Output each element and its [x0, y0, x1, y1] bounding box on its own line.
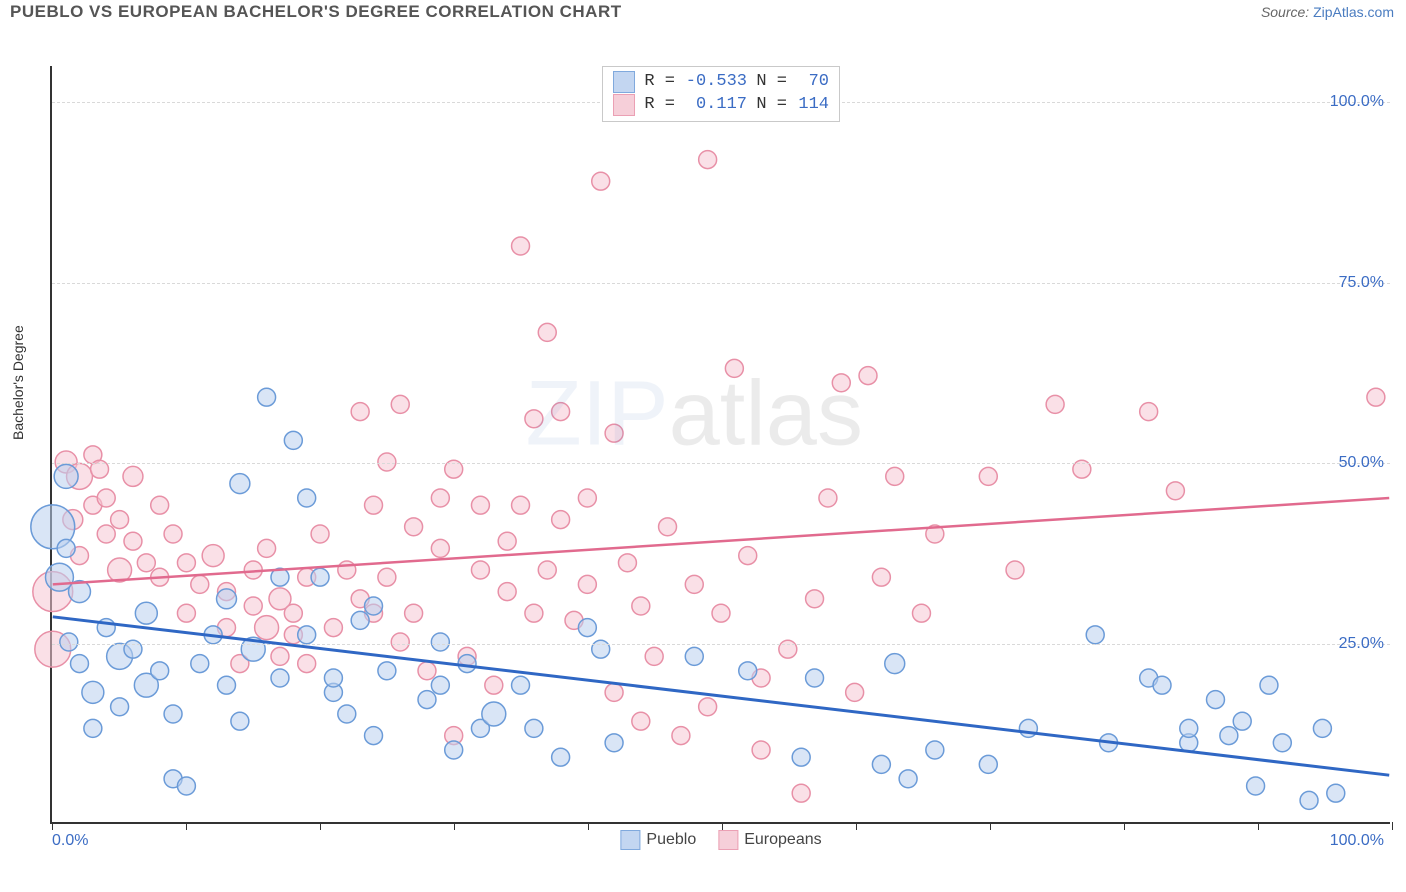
x-tick: [1392, 822, 1393, 830]
stat-n-label-0: N =: [753, 71, 787, 94]
stat-n-value-0: 70: [793, 71, 829, 94]
legend-swatch-europeans: [718, 830, 738, 850]
source-attribution: Source: ZipAtlas.com: [1261, 4, 1394, 20]
stat-r-label-1: R =: [641, 94, 675, 117]
stat-r-value-0: -0.533: [681, 71, 747, 94]
legend-swatch-pueblo: [620, 830, 640, 850]
stats-box: R = -0.533 N = 70 R = 0.117 N = 114: [602, 66, 840, 122]
x-tick-label: 0.0%: [52, 832, 88, 850]
x-tick: [990, 822, 991, 830]
stats-row-europeans: R = 0.117 N = 114: [613, 94, 829, 117]
x-tick: [588, 822, 589, 830]
trendline-layer: [52, 66, 1390, 822]
x-tick-label: 100.0%: [1330, 832, 1384, 850]
swatch-pueblo: [613, 71, 635, 93]
stat-r-label-0: R =: [641, 71, 675, 94]
chart-container: PUEBLO VS EUROPEAN BACHELOR'S DEGREE COR…: [0, 0, 1406, 892]
x-tick: [722, 822, 723, 830]
stats-row-pueblo: R = -0.533 N = 70: [613, 71, 829, 94]
stat-r-value-1: 0.117: [681, 94, 747, 117]
chart-title: PUEBLO VS EUROPEAN BACHELOR'S DEGREE COR…: [10, 2, 622, 22]
x-tick: [320, 822, 321, 830]
x-tick: [1124, 822, 1125, 830]
x-tick: [856, 822, 857, 830]
chart-area: Bachelor's Degree ZIPatlas R = -0.533 N …: [0, 30, 1406, 892]
legend-label-europeans: Europeans: [744, 831, 821, 849]
legend-label-pueblo: Pueblo: [646, 831, 696, 849]
stat-n-value-1: 114: [793, 94, 829, 117]
header-row: PUEBLO VS EUROPEAN BACHELOR'S DEGREE COR…: [0, 0, 1406, 28]
x-tick: [454, 822, 455, 830]
stat-n-label-1: N =: [753, 94, 787, 117]
trendline-europeans: [53, 498, 1389, 584]
swatch-europeans: [613, 94, 635, 116]
x-tick: [186, 822, 187, 830]
x-tick: [52, 822, 53, 830]
trendline-pueblo: [53, 617, 1389, 775]
y-axis-label: Bachelor's Degree: [10, 325, 26, 440]
source-link[interactable]: ZipAtlas.com: [1313, 4, 1394, 20]
plot-area: ZIPatlas R = -0.533 N = 70 R = 0.117 N =: [50, 66, 1390, 824]
source-prefix: Source:: [1261, 4, 1313, 20]
legend-item-pueblo: Pueblo: [620, 830, 696, 850]
legend: Pueblo Europeans: [620, 830, 821, 850]
x-tick: [1258, 822, 1259, 830]
legend-item-europeans: Europeans: [718, 830, 821, 850]
